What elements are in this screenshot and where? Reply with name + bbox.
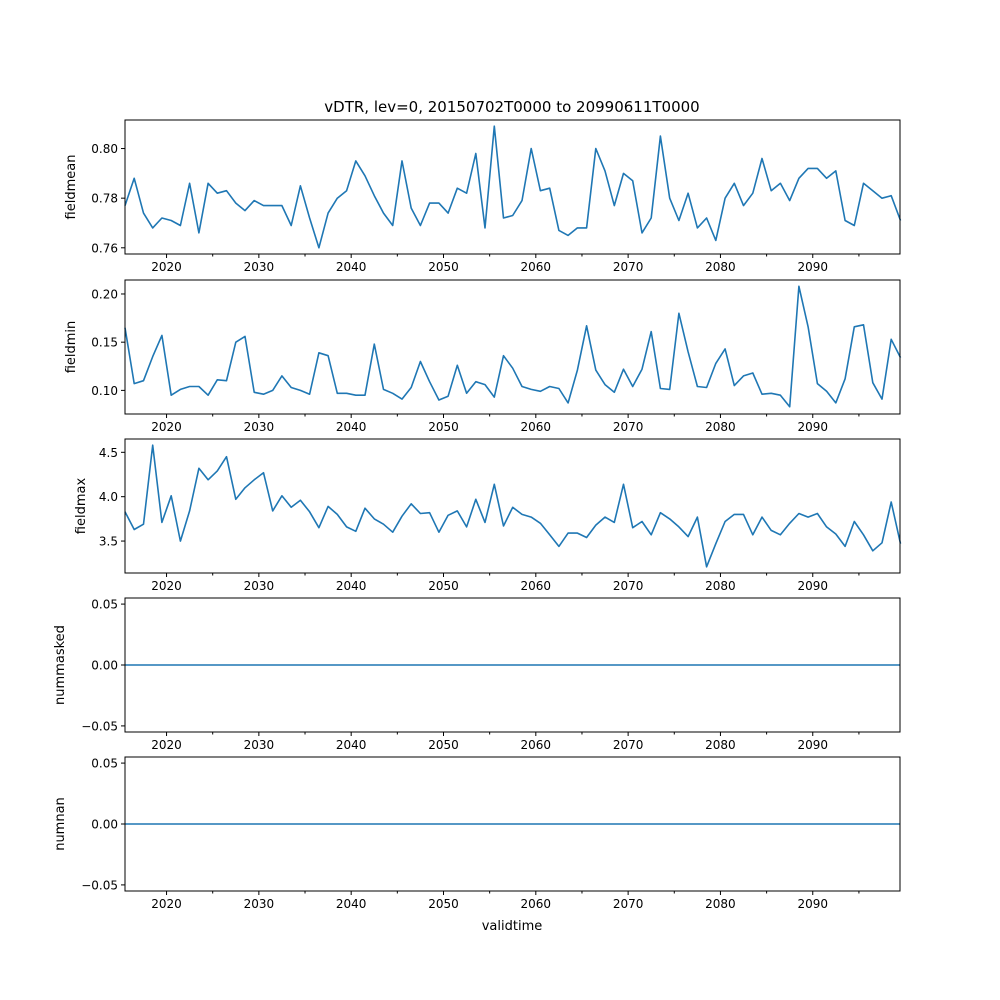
x-tick-label: 2070 — [613, 260, 644, 274]
x-tick-label: 2030 — [244, 420, 275, 434]
y-axis-label: nummasked — [53, 625, 68, 705]
x-tick-label: 2080 — [705, 738, 736, 752]
x-tick-label: 2070 — [613, 579, 644, 593]
axes-frame-fieldmean — [124, 119, 901, 255]
x-tick-label: 2080 — [705, 897, 736, 911]
x-tick-label: 2070 — [613, 897, 644, 911]
y-tick-label: 4.0 — [99, 490, 118, 504]
x-tick-label: 2050 — [428, 738, 459, 752]
x-tick-label: 2060 — [521, 260, 552, 274]
x-tick-label: 2040 — [336, 897, 367, 911]
x-tick-label: 2050 — [428, 420, 459, 434]
x-tick-label: 2090 — [797, 897, 828, 911]
x-tick-label: 2070 — [613, 420, 644, 434]
x-tick-label: 2090 — [797, 420, 828, 434]
series-line-fieldmax — [124, 444, 902, 568]
series-line-fieldmean — [124, 125, 902, 249]
x-tick-label: 2030 — [244, 579, 275, 593]
y-tick-label: 3.5 — [99, 535, 118, 549]
y-axis-label: fieldmax — [74, 478, 89, 535]
x-tick-label: 2050 — [428, 579, 459, 593]
x-tick-label: 2090 — [797, 579, 828, 593]
x-tick-label: 2020 — [151, 897, 182, 911]
x-tick-label: 2090 — [797, 260, 828, 274]
x-tick-label: 2030 — [244, 260, 275, 274]
x-tick-label: 2040 — [336, 260, 367, 274]
y-tick-label: 0.10 — [91, 384, 118, 398]
y-axis-label: fieldmean — [64, 155, 79, 220]
x-tick-label: 2020 — [151, 260, 182, 274]
y-tick-label: 0.00 — [91, 659, 118, 673]
y-tick-label: −0.05 — [81, 719, 118, 733]
x-tick-label: 2040 — [336, 420, 367, 434]
x-tick-label: 2060 — [521, 579, 552, 593]
x-tick-label: 2020 — [151, 420, 182, 434]
x-tick-label: 2040 — [336, 579, 367, 593]
x-axis-label: validtime — [482, 919, 543, 934]
x-tick-label: 2060 — [521, 420, 552, 434]
x-tick-label: 2040 — [336, 738, 367, 752]
x-tick-label: 2080 — [705, 420, 736, 434]
x-tick-label: 2060 — [521, 738, 552, 752]
x-tick-label: 2050 — [428, 260, 459, 274]
y-tick-label: 0.80 — [91, 142, 118, 156]
y-tick-label: 0.15 — [91, 336, 118, 350]
y-tick-label: 0.78 — [91, 192, 118, 206]
y-tick-label: 0.76 — [91, 241, 118, 255]
axes-frame-fieldmax — [124, 438, 901, 574]
x-tick-label: 2080 — [705, 579, 736, 593]
x-tick-label: 2030 — [244, 738, 275, 752]
series-line-fieldmin — [124, 285, 902, 408]
x-tick-label: 2020 — [151, 738, 182, 752]
y-axis-label: numnan — [53, 797, 68, 851]
axes-frame-fieldmin — [124, 279, 901, 415]
y-tick-label: 0.05 — [91, 757, 118, 771]
x-tick-label: 2020 — [151, 579, 182, 593]
y-tick-label: 4.5 — [99, 446, 118, 460]
x-tick-label: 2090 — [797, 738, 828, 752]
y-tick-label: −0.05 — [81, 878, 118, 892]
x-tick-label: 2070 — [613, 738, 644, 752]
y-tick-label: 0.20 — [91, 287, 118, 301]
x-tick-label: 2050 — [428, 897, 459, 911]
y-tick-label: 0.05 — [91, 598, 118, 612]
y-tick-label: 0.00 — [91, 818, 118, 832]
x-tick-label: 2030 — [244, 897, 275, 911]
x-tick-label: 2060 — [521, 897, 552, 911]
chart-title: vDTR, lev=0, 20150702T0000 to 20990611T0… — [324, 98, 699, 116]
y-axis-label: fieldmin — [64, 321, 79, 374]
x-tick-label: 2080 — [705, 260, 736, 274]
